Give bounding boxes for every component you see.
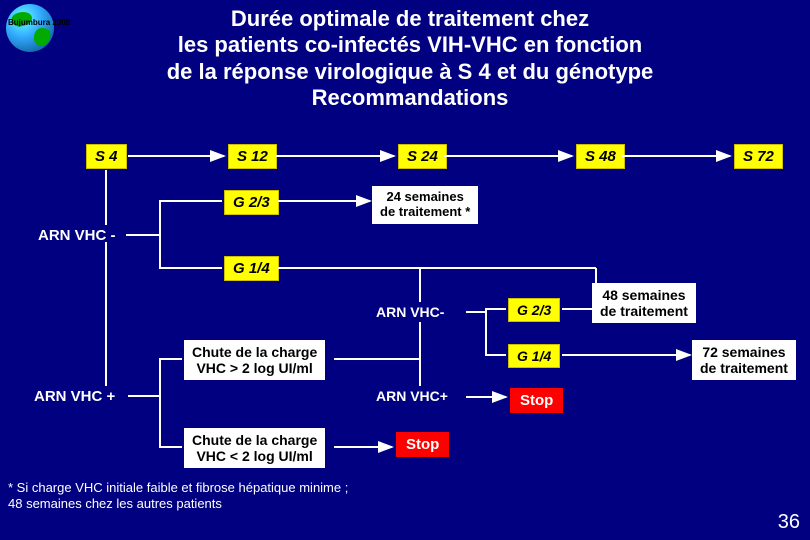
drop-lt2-node: Chute de la chargeVHC < 2 log UI/ml bbox=[184, 428, 325, 468]
stop-2: Stop bbox=[396, 432, 449, 457]
sub-g14-node: G 1/4 bbox=[508, 344, 560, 368]
slide-title: Durée optimale de traitement chezles pat… bbox=[90, 6, 730, 112]
neg-g23-result: 24 semainesde traitement * bbox=[372, 186, 478, 224]
timepoint-s48: S 48 bbox=[576, 144, 625, 169]
timepoint-s12: S 12 bbox=[228, 144, 277, 169]
globe-label: Bujumbura 2008 bbox=[8, 18, 70, 27]
timepoint-s4: S 4 bbox=[86, 144, 127, 169]
sub-g23-node: G 2/3 bbox=[508, 298, 560, 322]
sub-g14-result: 72 semainesde traitement bbox=[692, 340, 796, 380]
page-number: 36 bbox=[778, 511, 800, 534]
arn-vhc-neg2-label: ARN VHC- bbox=[376, 304, 444, 320]
arn-vhc-pos-label: ARN VHC + bbox=[34, 388, 115, 405]
sub-g23-result: 48 semainesde traitement bbox=[592, 283, 696, 323]
globe-icon bbox=[6, 4, 54, 52]
timepoint-s24: S 24 bbox=[398, 144, 447, 169]
stop-1: Stop bbox=[510, 388, 563, 413]
timepoint-s72: S 72 bbox=[734, 144, 783, 169]
arn-vhc-neg-label: ARN VHC - bbox=[38, 227, 116, 244]
neg-g14-node: G 1/4 bbox=[224, 256, 279, 281]
arn-vhc-pos2-label: ARN VHC+ bbox=[376, 388, 448, 404]
drop-gt2-node: Chute de la chargeVHC > 2 log UI/ml bbox=[184, 340, 325, 380]
footnote: * Si charge VHC initiale faible et fibro… bbox=[8, 480, 348, 511]
neg-g23-node: G 2/3 bbox=[224, 190, 279, 215]
